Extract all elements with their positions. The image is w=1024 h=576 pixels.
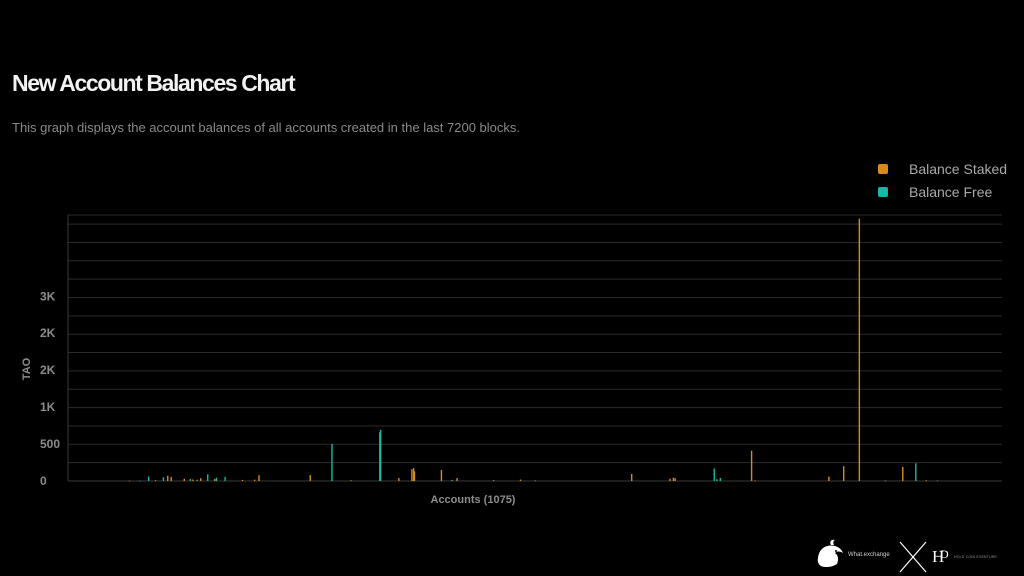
bar-staked[interactable] <box>192 479 194 481</box>
bar-staked[interactable] <box>412 468 415 481</box>
bar-staked[interactable] <box>843 466 845 481</box>
bar-staked[interactable] <box>672 477 675 481</box>
y-tick-label: 3K <box>40 289 56 303</box>
y-axis-label: TAO <box>21 357 33 380</box>
legend-item-free[interactable]: Balance Free <box>878 180 1007 203</box>
bar-free[interactable] <box>331 444 333 481</box>
bar-free[interactable] <box>147 476 150 481</box>
legend-label-free: Balance Free <box>909 183 993 200</box>
bar-free[interactable] <box>915 463 917 481</box>
bar-free[interactable] <box>716 479 718 481</box>
bar-free[interactable] <box>189 478 192 481</box>
bar-free[interactable] <box>451 479 453 481</box>
bar-staked[interactable] <box>858 218 861 481</box>
bar-staked[interactable] <box>456 478 458 481</box>
bar-free[interactable] <box>196 479 198 481</box>
y-tick-label: 0 <box>40 474 47 488</box>
bar-free[interactable] <box>379 430 382 481</box>
bar-staked[interactable] <box>154 480 157 481</box>
bar-staked[interactable] <box>925 480 927 482</box>
bar-staked[interactable] <box>398 478 400 481</box>
whale-logo-icon <box>817 539 843 568</box>
bar-free[interactable] <box>713 468 715 481</box>
brand-what-exchange: What.exchange <box>848 552 890 558</box>
bar-free[interactable] <box>215 477 218 481</box>
legend-swatch-free <box>878 186 888 197</box>
bar-staked[interactable] <box>674 478 676 481</box>
bar-free[interactable] <box>162 477 165 481</box>
bar-staked[interactable] <box>213 479 216 481</box>
chart-legend: Balance Staked Balance Free <box>878 157 1007 203</box>
bar-staked[interactable] <box>253 479 256 481</box>
bar-staked[interactable] <box>440 469 443 481</box>
bar-staked[interactable] <box>128 480 131 482</box>
bar-staked[interactable] <box>170 476 172 481</box>
y-tick-label: 500 <box>40 437 60 451</box>
bar-free[interactable] <box>224 476 226 481</box>
bar-staked[interactable] <box>241 479 244 481</box>
chart-subtitle: This graph displays the account balances… <box>12 120 521 135</box>
hd-monogram-icon: H D <box>932 547 949 566</box>
bar-staked[interactable] <box>519 479 522 481</box>
chart-bars <box>128 218 939 482</box>
bar-staked[interactable] <box>669 478 671 481</box>
bar-staked[interactable] <box>750 450 753 481</box>
bar-staked[interactable] <box>350 480 352 482</box>
bar-staked[interactable] <box>258 475 260 481</box>
bar-staked[interactable] <box>200 478 202 481</box>
bar-free[interactable] <box>379 432 381 481</box>
legend-swatch-staked <box>878 163 888 174</box>
legend-label-staked: Balance Staked <box>909 160 1008 177</box>
y-tick-label: 1K <box>40 400 56 414</box>
y-tick-label: 2K <box>40 363 56 377</box>
bar-staked[interactable] <box>828 476 830 481</box>
bar-staked[interactable] <box>411 469 413 481</box>
legend-item-staked[interactable]: Balance Staked <box>878 157 1007 180</box>
bar-free[interactable] <box>207 474 209 481</box>
bar-staked[interactable] <box>884 480 887 482</box>
bar-staked[interactable] <box>167 475 169 481</box>
bar-free[interactable] <box>719 478 722 481</box>
brand-hold-coin: HOLD COIN EVENTURE <box>954 555 998 559</box>
svg-text:D: D <box>940 547 949 561</box>
bar-staked[interactable] <box>754 480 756 482</box>
bar-staked[interactable] <box>534 480 536 482</box>
x-axis-label: Accounts (1075) <box>431 494 516 506</box>
y-axis-ticks: 0 500 1K 2K 2K 3K <box>40 289 60 488</box>
bar-staked[interactable] <box>492 480 495 481</box>
chart-title: New Account Balances Chart <box>12 70 296 96</box>
x-cross-icon <box>899 541 927 573</box>
bar-staked[interactable] <box>413 471 416 481</box>
y-tick-label: 2K <box>40 326 56 340</box>
bar-staked[interactable] <box>183 478 185 481</box>
svg-text:H: H <box>932 547 944 566</box>
bar-staked[interactable] <box>631 473 633 481</box>
chart-gridlines <box>67 214 1002 482</box>
bar-free[interactable] <box>936 480 939 482</box>
bar-free[interactable] <box>139 480 141 482</box>
bar-staked[interactable] <box>902 466 904 481</box>
footer-branding: What.exchange H D HOLD COIN EVENTURE <box>815 538 1015 574</box>
bar-staked[interactable] <box>309 475 311 481</box>
